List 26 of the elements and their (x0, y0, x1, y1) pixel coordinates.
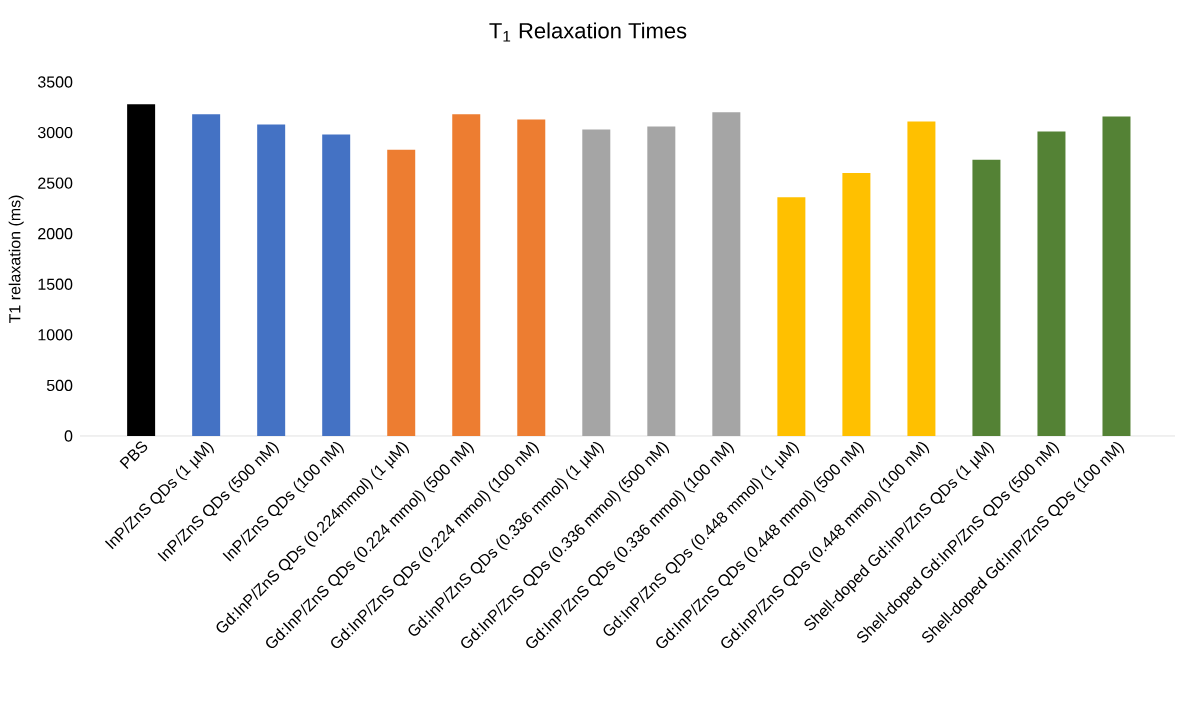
chart-title: T$_{1}$ Relaxation Times (489, 22, 687, 42)
bar (972, 159, 1001, 436)
bar (387, 149, 416, 436)
bar (842, 173, 871, 436)
y-tick-label: 2500 (38, 177, 73, 189)
bar (257, 124, 286, 436)
y-axis-title: T1 relaxation (ms) (8, 195, 24, 324)
y-tick-label: 1500 (38, 278, 73, 290)
bar (712, 112, 741, 436)
y-tick-label: 0 (64, 430, 73, 442)
bar (1102, 116, 1131, 436)
y-tick-label: 3500 (37, 76, 73, 88)
y-tick-label: 2000 (38, 228, 73, 240)
bar (582, 129, 611, 436)
y-tick-label: 3000 (37, 126, 73, 139)
y-tick-label: 500 (46, 379, 73, 392)
bar (777, 197, 806, 436)
bar (647, 126, 676, 436)
bar (517, 119, 546, 436)
bar (192, 114, 221, 436)
bar (452, 114, 481, 436)
bar (1037, 131, 1066, 436)
bar (127, 104, 156, 436)
bar (907, 121, 936, 436)
bar (322, 134, 351, 436)
y-tick-label: 1000 (38, 329, 73, 341)
